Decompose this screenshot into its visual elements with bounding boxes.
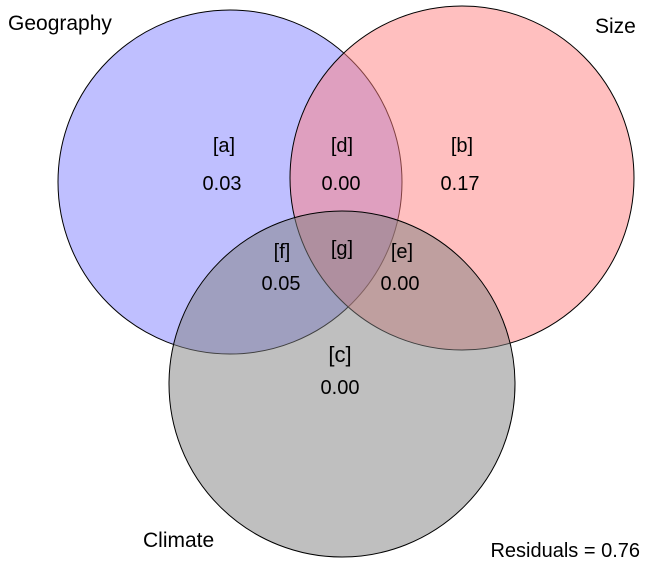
region-f-letter: [f] bbox=[274, 241, 291, 263]
region-c-letter: [c] bbox=[328, 342, 351, 367]
geography-label: Geography bbox=[8, 12, 112, 35]
climate-circle bbox=[168, 210, 516, 558]
region-e-value: 0.00 bbox=[381, 273, 420, 295]
region-f-value: 0.05 bbox=[262, 273, 301, 295]
climate-label: Climate bbox=[143, 529, 214, 552]
region-d-value: 0.00 bbox=[322, 173, 361, 195]
region-d-letter: [d] bbox=[331, 135, 353, 157]
region-c-value: 0.00 bbox=[321, 377, 360, 399]
region-b-letter: [b] bbox=[451, 135, 473, 157]
region-a-letter: [a] bbox=[213, 135, 235, 157]
region-g-letter: [g] bbox=[331, 238, 353, 260]
size-label: Size bbox=[595, 15, 636, 38]
region-e-letter: [e] bbox=[391, 241, 413, 263]
residuals-label: Residuals = 0.76 bbox=[490, 540, 640, 562]
region-a-value: 0.03 bbox=[203, 173, 242, 195]
region-b-value: 0.17 bbox=[441, 173, 480, 195]
